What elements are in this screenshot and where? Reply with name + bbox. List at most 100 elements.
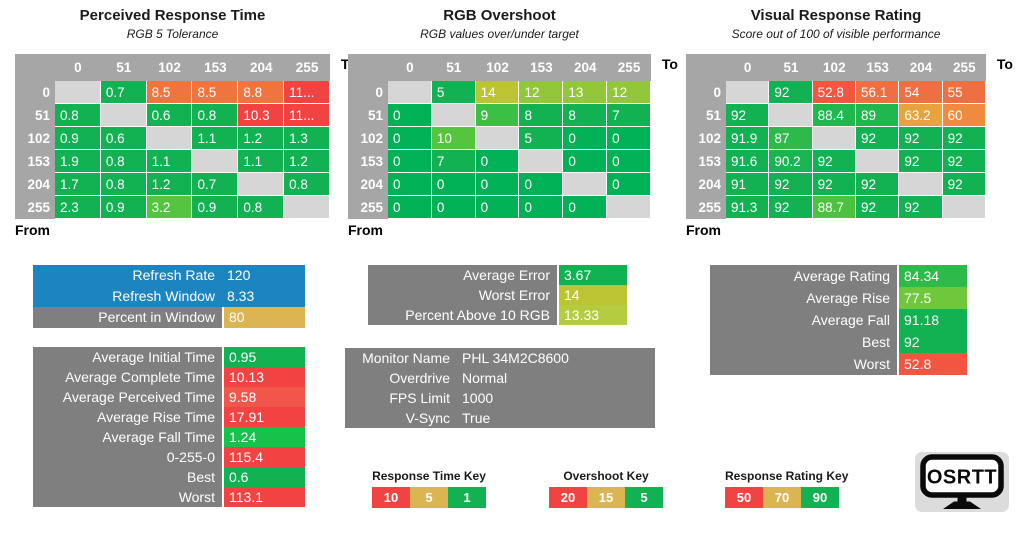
heatmap-cell: 92 (855, 127, 900, 150)
heatmap-subtitle: RGB 5 Tolerance (126, 27, 219, 41)
heatmap-cell: 0 (563, 196, 608, 219)
heatmap-corner-cell (15, 54, 55, 81)
heatmap-cell: 92 (855, 196, 900, 219)
summary-value: 52.8 (897, 353, 967, 375)
heatmap-row: 0 0.7 8.5 8.5 8.8 11... (15, 81, 330, 104)
key-cell: 90 (801, 487, 839, 508)
summary-value: 1000 (457, 388, 655, 408)
key-cell: 20 (549, 487, 587, 508)
heatmap-cell: 92 (942, 150, 986, 173)
key-title: Response Rating Key (725, 469, 849, 483)
summary-label: Percent in Window (33, 307, 222, 328)
heatmap-cell: 92 (942, 173, 986, 196)
heatmap-cell: 56.1 (855, 81, 900, 104)
heatmap-cell: 92 (726, 104, 770, 127)
heatmap-cell: 54 (899, 81, 943, 104)
to-axis-label: To (996, 56, 1013, 72)
refresh-summary-table: Refresh Rate 120 Refresh Window 8.33 Percent… (33, 265, 305, 328)
heatmap-cell: 1.3 (284, 127, 330, 150)
heatmap-col-header: 0 (388, 54, 432, 81)
heatmap-title: RGB Overshoot (443, 7, 556, 24)
heatmap-cell: 0 (607, 173, 651, 196)
summary-value: 113.1 (222, 487, 305, 507)
summary-row: Monitor Name PHL 34M2C8600 (345, 348, 655, 368)
heatmap-row-header: 153 (348, 150, 388, 173)
summary-label: Worst Error (368, 285, 557, 305)
heatmap-corner-cell (686, 54, 726, 81)
svg-text:OSRTT: OSRTT (927, 467, 997, 489)
heatmap-cell: 1.7 (55, 173, 101, 196)
key-cell: 50 (725, 487, 763, 508)
heatmap-col-header: 255 (607, 54, 651, 81)
heatmap-row-header: 153 (686, 150, 726, 173)
heatmap-cell: 91.9 (726, 127, 770, 150)
heatmap-diagonal-cell (812, 127, 856, 150)
heatmap-subtitle: Score out of 100 of visible performance (731, 27, 941, 41)
heatmap-diagonal-cell (942, 196, 986, 219)
heatmap-cell: 0 (475, 196, 520, 219)
heatmap-cell: 0 (388, 104, 432, 127)
heatmap-cell: 1.1 (146, 150, 193, 173)
monitor-icon: OSRTT (920, 454, 1004, 509)
from-axis-label: From (15, 222, 50, 238)
heatmap-cell: 0 (388, 150, 432, 173)
heatmap-cell: 91 (726, 173, 770, 196)
key-title: Response Time Key (372, 469, 486, 483)
summary-row: Percent in Window 80 (33, 307, 305, 328)
heatmap-table: 0 51 102 153 204 255 0 0.7 8.5 8.5 8.8 11... 51 0.8 0.… (15, 54, 330, 219)
heatmap-cell: 0.8 (284, 173, 330, 196)
summary-value: 80 (222, 307, 305, 328)
heatmap-col-header: 102 (146, 54, 193, 81)
heatmap-title: Perceived Response Time (79, 7, 266, 24)
heatmap-cell: 0.8 (55, 104, 101, 127)
heatmap-cell: 91.6 (726, 150, 770, 173)
summary-row: Average Rating 84.34 (710, 265, 967, 287)
heatmap-row: 255 91.3 92 88.7 92 92 (686, 196, 986, 219)
heatmap-col-header: 51 (769, 54, 813, 81)
heatmap-row-header: 102 (15, 127, 55, 150)
heatmap-diagonal-cell (769, 104, 813, 127)
summary-value: 92 (897, 331, 967, 353)
summary-label: Monitor Name (345, 348, 457, 368)
heatmap-cell: 1.1 (192, 127, 239, 150)
heatmap-cell: 13 (563, 81, 608, 104)
summary-label: Average Perceived Time (33, 387, 222, 407)
heatmap-cell: 0.7 (192, 173, 239, 196)
summary-label: Best (33, 467, 222, 487)
summary-row: Overdrive Normal (345, 368, 655, 388)
heatmap-cell: 1.9 (55, 150, 101, 173)
summary-row: Average Fall Time 1.24 (33, 427, 305, 447)
key-cell: 15 (587, 487, 625, 508)
summary-label: Worst (33, 487, 222, 507)
heatmap-row-header: 153 (15, 150, 55, 173)
summary-row: Worst Error 14 (368, 285, 627, 305)
heatmap-diagonal-cell (899, 173, 943, 196)
heatmap-table: 0 51 102 153 204 255 0 92 52.8 56.1 54 55 51 92 88.4 89… (686, 54, 986, 219)
heatmap-cell: 92 (899, 150, 943, 173)
summary-row: Best 0.6 (33, 467, 305, 487)
heatmap-row: 153 0 7 0 0 0 (348, 150, 651, 173)
summary-value: 9.58 (222, 387, 305, 407)
summary-label: Average Initial Time (33, 347, 222, 367)
heatmap-row-header: 0 (15, 81, 55, 104)
summary-label: Refresh Rate (33, 265, 222, 286)
heatmap-cell: 1.2 (146, 173, 193, 196)
heatmap-cell: 92 (812, 150, 856, 173)
heatmap-row-header: 102 (348, 127, 388, 150)
heatmap-visual-response-rating: Visual Response Rating Score out of 100 … (686, 6, 1013, 238)
heatmap-row-header: 51 (686, 104, 726, 127)
heatmap-col-header: 204 (238, 54, 285, 81)
summary-value: 120 (222, 265, 305, 286)
key-cell: 70 (763, 487, 801, 508)
heatmap-row: 102 0.9 0.6 1.1 1.2 1.3 (15, 127, 330, 150)
heatmap-cell: 0 (519, 196, 564, 219)
heatmap-diagonal-cell (726, 81, 770, 104)
heatmap-cell: 5 (431, 81, 476, 104)
heatmap-col-header: 153 (855, 54, 900, 81)
summary-value: 0.6 (222, 467, 305, 487)
from-axis-label: From (348, 222, 383, 238)
heatmap-cell: 92 (942, 127, 986, 150)
summary-label: Average Error (368, 265, 557, 285)
summary-value: 8.33 (222, 286, 305, 307)
heatmap-diagonal-cell (855, 150, 900, 173)
